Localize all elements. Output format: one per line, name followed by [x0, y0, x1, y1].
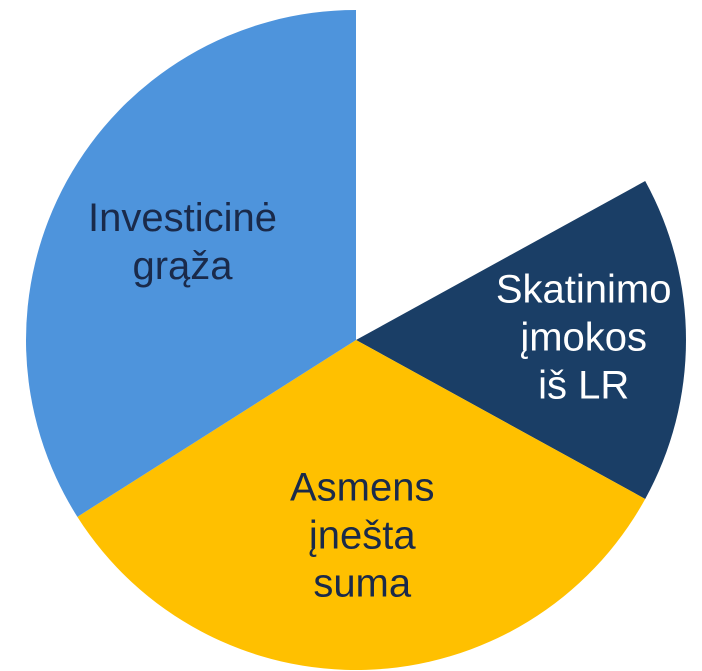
slice-label: įnešta: [309, 513, 416, 557]
slice-label: Skatinimo: [496, 268, 672, 312]
slice-label: iš LR: [538, 364, 629, 408]
slice-label: grąža: [132, 244, 233, 288]
slice-label: Asmens: [290, 465, 435, 509]
slice-label: įmokos: [520, 316, 647, 360]
pie-slice: [25, 9, 356, 517]
pie-slice: [77, 340, 646, 671]
pie-slice: [356, 181, 686, 499]
pie-slice: [356, 10, 646, 340]
slice-label: Investicinė: [88, 196, 277, 240]
slice-label: suma: [313, 561, 412, 605]
